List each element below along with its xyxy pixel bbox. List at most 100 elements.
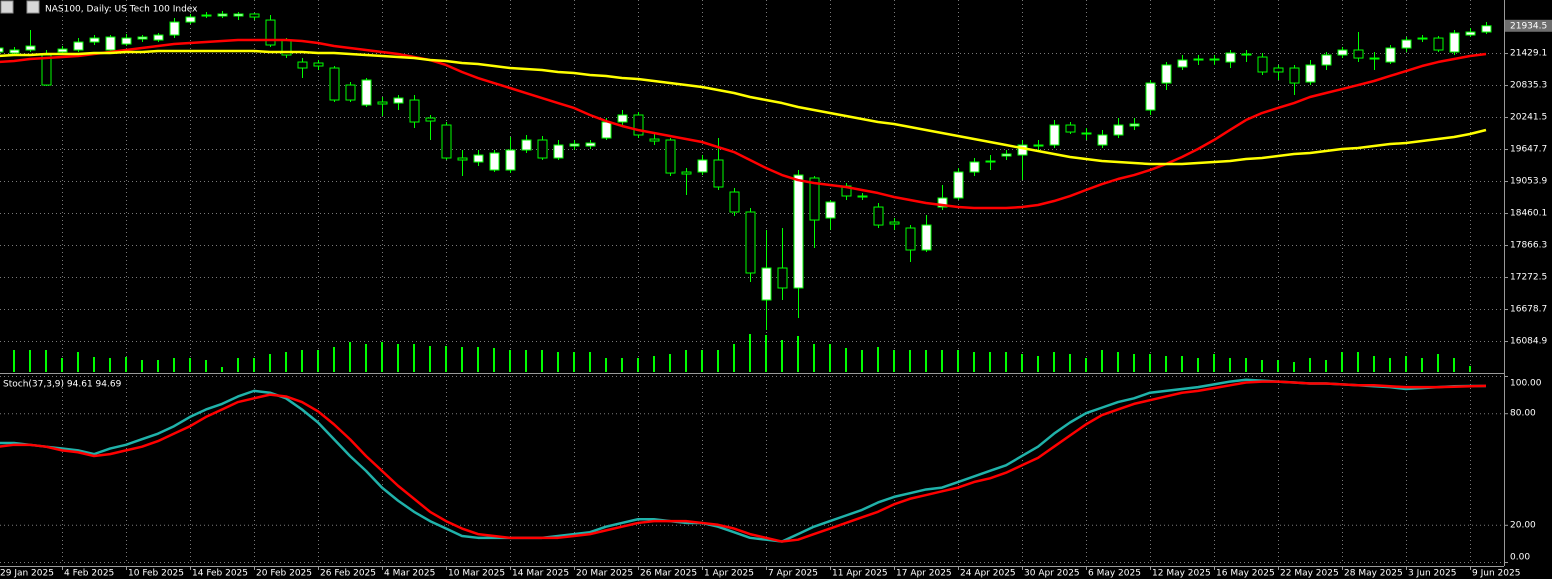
candle-body xyxy=(313,62,324,67)
volume-bar xyxy=(125,357,127,372)
volume-bar xyxy=(525,350,527,372)
line-series xyxy=(0,378,1487,543)
candle-body xyxy=(441,124,452,159)
volume-bar xyxy=(1085,358,1087,372)
x-tick-label: 30 Apr 2025 xyxy=(1024,569,1080,579)
x-tick-label: 29 Jan 2025 xyxy=(0,569,54,579)
candle-body xyxy=(249,13,260,18)
volume-bar xyxy=(925,350,927,372)
candle-body xyxy=(169,21,180,36)
current-price-label: 21934.5 xyxy=(1510,21,1547,31)
candle-body xyxy=(713,159,724,188)
candle-body xyxy=(137,36,148,40)
candle-body xyxy=(665,139,676,174)
volume-bar xyxy=(1453,358,1455,372)
price-label-box xyxy=(1505,19,1552,32)
volume-bar xyxy=(557,352,559,372)
window-icon xyxy=(0,0,14,14)
x-tick-label: 14 Mar 2025 xyxy=(512,569,569,579)
volume-bar xyxy=(573,352,575,372)
candle-body xyxy=(425,117,436,122)
volume-bar xyxy=(477,347,479,372)
volume-bar xyxy=(1373,356,1375,372)
candle-body xyxy=(857,195,868,198)
candle-body xyxy=(1273,67,1284,73)
candle-body xyxy=(1321,54,1332,66)
volume-bar xyxy=(1133,354,1135,372)
candle-body xyxy=(153,34,164,41)
y-tick-label: 0.00 xyxy=(1510,553,1530,563)
candle-body xyxy=(1401,39,1412,49)
candle-body xyxy=(41,54,52,86)
volume-bar xyxy=(1197,358,1199,372)
volume-bar xyxy=(1165,356,1167,372)
candle-body xyxy=(985,160,996,163)
volume-bar xyxy=(909,350,911,372)
candle-body xyxy=(0,47,4,53)
y-tick-label: 20241.5 xyxy=(1510,113,1547,123)
volume-bar xyxy=(397,344,399,372)
candle-body xyxy=(521,139,532,151)
volume-bar xyxy=(1325,360,1327,372)
volume-bar xyxy=(285,352,287,372)
candle-body xyxy=(89,37,100,43)
candle-body xyxy=(1065,124,1076,133)
y-tick-label: 16084.9 xyxy=(1510,337,1547,347)
candle-body xyxy=(105,36,116,51)
y-tick-label: 19647.7 xyxy=(1510,145,1547,155)
volume-bar xyxy=(509,350,511,372)
candle-body xyxy=(217,13,228,17)
candle-body xyxy=(1241,53,1252,56)
candle-body xyxy=(537,139,548,159)
candle-body xyxy=(825,201,836,219)
candle-body xyxy=(1417,37,1428,40)
candle-body xyxy=(937,197,948,208)
x-tick-label: 20 Feb 2025 xyxy=(256,569,312,579)
volume-bar xyxy=(1229,358,1231,372)
x-tick-label: 7 Apr 2025 xyxy=(768,569,818,579)
candle-body xyxy=(1385,47,1396,63)
candle-body xyxy=(1257,56,1268,73)
volume-bar xyxy=(221,367,223,372)
candle-body xyxy=(9,49,20,54)
x-tick-label: 20 Mar 2025 xyxy=(576,569,633,579)
volume-bar xyxy=(1021,354,1023,372)
volume-bar xyxy=(845,348,847,372)
chart-title: NAS100, Daily: US Tech 100 Index xyxy=(45,5,198,15)
candle-body xyxy=(553,144,564,159)
volume-bar xyxy=(109,358,111,372)
volume-bar xyxy=(1037,356,1039,372)
candle-body xyxy=(905,227,916,251)
candle-body xyxy=(409,99,420,123)
x-tick-label: 26 Feb 2025 xyxy=(320,569,376,579)
candle-body xyxy=(377,101,388,105)
candle-body xyxy=(745,211,756,274)
candle-body xyxy=(761,267,772,301)
candle-body xyxy=(1177,59,1188,68)
x-tick-label: 10 Feb 2025 xyxy=(128,569,184,579)
volume-bar xyxy=(77,352,79,372)
candle-body xyxy=(1097,134,1108,146)
candle-body xyxy=(121,37,132,45)
x-tick-label: 17 Apr 2025 xyxy=(896,569,952,579)
volume-bar xyxy=(637,358,639,372)
x-tick-label: 11 Apr 2025 xyxy=(832,569,888,579)
y-tick-label: 100.00 xyxy=(1510,379,1542,389)
candle-body xyxy=(489,152,500,171)
volume-bar xyxy=(813,344,815,372)
volume-bar xyxy=(1389,358,1391,372)
volume-bar xyxy=(1117,352,1119,372)
volume-bar xyxy=(141,360,143,372)
candle-body xyxy=(1353,49,1364,59)
volume-bar xyxy=(429,346,431,372)
volume-bar xyxy=(1181,356,1183,372)
volume-bar xyxy=(621,358,623,372)
candle-body xyxy=(1033,144,1044,147)
candle-body xyxy=(265,19,276,46)
volume-bar xyxy=(733,344,735,372)
volume-bar xyxy=(749,334,751,372)
volume-bar xyxy=(365,344,367,372)
candle-body xyxy=(809,177,820,221)
candle-body xyxy=(329,67,340,101)
